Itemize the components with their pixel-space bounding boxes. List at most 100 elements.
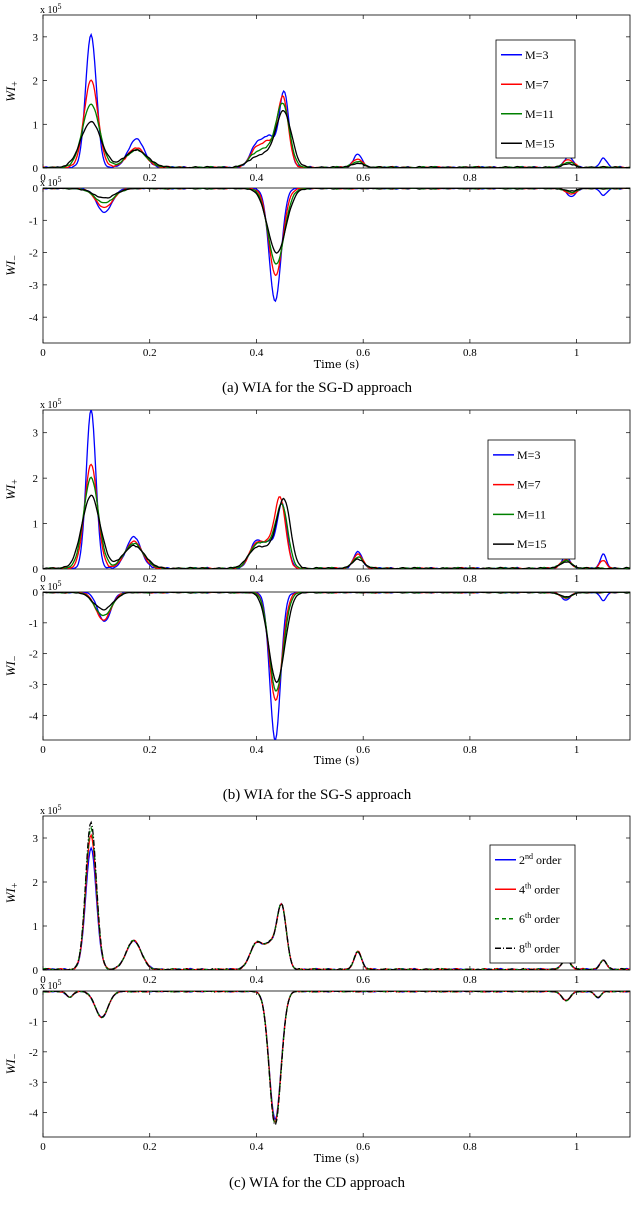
legend-entry-main: 2 [519,853,525,867]
series-group [43,592,630,740]
series-line-3 [43,991,630,1125]
legend-entry-main: 8 [519,941,525,955]
y-exponent: x 105 [40,803,62,817]
y-tick-label: 0 [33,183,39,195]
y-tick-label: 3 [33,428,39,440]
y-exponent-base: x 10 [40,806,58,817]
series-line-2 [43,592,630,702]
legend-entry-3: M=11 [517,507,546,521]
x-tick-label: 0.2 [143,573,157,585]
legend-entry-main: M=3 [517,448,540,462]
legend-box [487,439,576,560]
y-tick-label: -3 [29,280,39,292]
y-tick-label: 1 [33,921,39,933]
x-tick-label: 0 [40,1141,46,1153]
panel-caption: (a) WIA for the SG-D approach [222,380,413,396]
axes-box [42,990,631,1138]
series-group [43,820,630,970]
y-axis-label-main: WI [3,1059,18,1075]
series-group [43,32,630,168]
series-group [43,410,630,569]
legend-entry-sup: nd [525,852,533,861]
y-axis-label-main: WI [3,888,18,904]
legend-entry-sup: th [525,940,531,949]
y-tick-label: -1 [29,1016,38,1028]
y-axis-label: WI+ [3,479,21,500]
x-tick-label: 0.6 [356,573,370,585]
series-group [43,188,630,303]
legend-entry-tail: order [531,882,559,896]
y-exponent-power: 5 [58,175,62,184]
y-tick-label: 0 [33,986,39,998]
legend-entry-main: M=15 [525,136,554,150]
x-tick-label: 0.6 [356,744,370,756]
series-line-3 [43,592,630,692]
x-tick-label: 0 [40,573,46,585]
x-tick-label: 0.8 [463,573,477,585]
y-tick-label: 1 [33,119,39,131]
x-tick-label: 0.4 [250,1141,264,1153]
series-line-4 [43,820,630,970]
panel-caption: (c) WIA for the CD approach [229,1175,405,1191]
y-exponent-base: x 10 [40,178,58,189]
y-tick-label: 2 [33,473,39,485]
legend-entry-4: M=15 [525,136,554,150]
y-axis-label: WI− [3,255,21,276]
legend-entry-main: 4 [519,882,525,896]
y-tick-label: -1 [29,215,38,227]
y-tick-label: 0 [33,587,39,599]
y-axis-label: WI+ [3,81,21,102]
series-line-4 [43,188,630,254]
legend-entry-main: M=15 [517,537,546,551]
subplot-wi-minus: 0 -1 -2 -3 -4 0 0.2 0.4 0.6 0.8 1 x 105 WI− [3,175,631,359]
x-tick-label: 0.8 [463,974,477,986]
y-tick-label: -4 [29,1108,39,1120]
x-tick-label: 1 [574,172,580,184]
y-axis-label: WI− [3,655,21,676]
y-tick-label: 0 [33,965,39,977]
y-axis-label: WI− [3,1053,21,1074]
series-line-4 [43,110,630,168]
series-line-3 [43,188,630,265]
y-tick-label: 0 [33,564,39,576]
legend-entry-1: 2nd order [519,852,561,867]
x-tick-label: 0.4 [250,573,264,585]
series-line-4 [43,592,630,684]
legend-entry-main: M=11 [525,107,554,121]
y-exponent: x 105 [40,2,62,16]
subplot-wi-minus: 0 -1 -2 -3 -4 0 0.2 0.4 0.6 0.8 1 x 105 WI− [3,978,631,1153]
y-exponent: x 105 [40,175,62,189]
legend: M=3 M=7 M=11 M=15 [487,439,576,560]
y-tick-label: 2 [33,76,39,88]
x-tick-label: 0.8 [463,744,477,756]
legend-box [495,39,576,159]
y-exponent-base: x 10 [40,400,58,411]
subplot-wi-minus: 0 -1 -2 -3 -4 0 0.2 0.4 0.6 0.8 1 x 105 WI− [3,579,631,756]
y-exponent-base: x 10 [40,981,58,992]
x-tick-label: 0.6 [356,1141,370,1153]
y-axis-label-sub: − [10,655,21,661]
y-tick-label: -3 [29,1077,39,1089]
y-axis-label-sub: − [10,255,21,261]
legend-entry-2: 4th order [519,881,560,896]
legend-entry-4: 8th order [519,940,560,955]
legend-entry-1: M=3 [525,48,548,62]
x-tick-label: 1 [574,744,580,756]
y-axis-label-main: WI [3,86,18,102]
legend-entry-main: M=7 [517,478,540,492]
x-tick-label: 0.4 [250,744,264,756]
legend-entry-tail: order [531,941,559,955]
y-tick-label: -4 [29,312,39,324]
legend-entry-sup: th [525,881,531,890]
series-line-1 [43,592,630,740]
x-tick-label: 0 [40,974,46,986]
y-tick-label: 2 [33,877,39,889]
y-tick-label: -4 [29,710,39,722]
x-tick-label: 1 [574,974,580,986]
series-group [43,991,630,1126]
y-tick-label: -3 [29,680,39,692]
